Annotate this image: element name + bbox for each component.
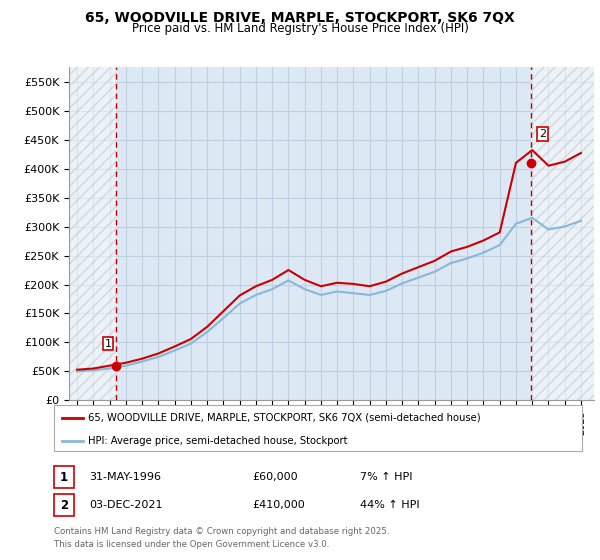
Text: 7% ↑ HPI: 7% ↑ HPI	[360, 472, 413, 482]
Bar	[69, 67, 116, 400]
Text: This data is licensed under the Open Government Licence v3.0.: This data is licensed under the Open Gov…	[54, 540, 329, 549]
Text: 65, WOODVILLE DRIVE, MARPLE, STOCKPORT, SK6 7QX (semi-detached house): 65, WOODVILLE DRIVE, MARPLE, STOCKPORT, …	[88, 413, 481, 423]
Text: £60,000: £60,000	[252, 472, 298, 482]
Text: 03-DEC-2021: 03-DEC-2021	[89, 500, 163, 510]
Text: Contains HM Land Registry data © Crown copyright and database right 2025.: Contains HM Land Registry data © Crown c…	[54, 527, 389, 536]
Text: HPI: Average price, semi-detached house, Stockport: HPI: Average price, semi-detached house,…	[88, 436, 348, 446]
Text: 2: 2	[60, 498, 68, 512]
Text: 1: 1	[104, 339, 112, 349]
Text: Price paid vs. HM Land Registry's House Price Index (HPI): Price paid vs. HM Land Registry's House …	[131, 22, 469, 35]
Text: 1: 1	[60, 470, 68, 484]
Text: 65, WOODVILLE DRIVE, MARPLE, STOCKPORT, SK6 7QX: 65, WOODVILLE DRIVE, MARPLE, STOCKPORT, …	[85, 11, 515, 25]
Text: 44% ↑ HPI: 44% ↑ HPI	[360, 500, 419, 510]
Text: £410,000: £410,000	[252, 500, 305, 510]
Text: 31-MAY-1996: 31-MAY-1996	[89, 472, 161, 482]
Text: 2: 2	[539, 129, 546, 139]
Bar	[531, 67, 594, 400]
